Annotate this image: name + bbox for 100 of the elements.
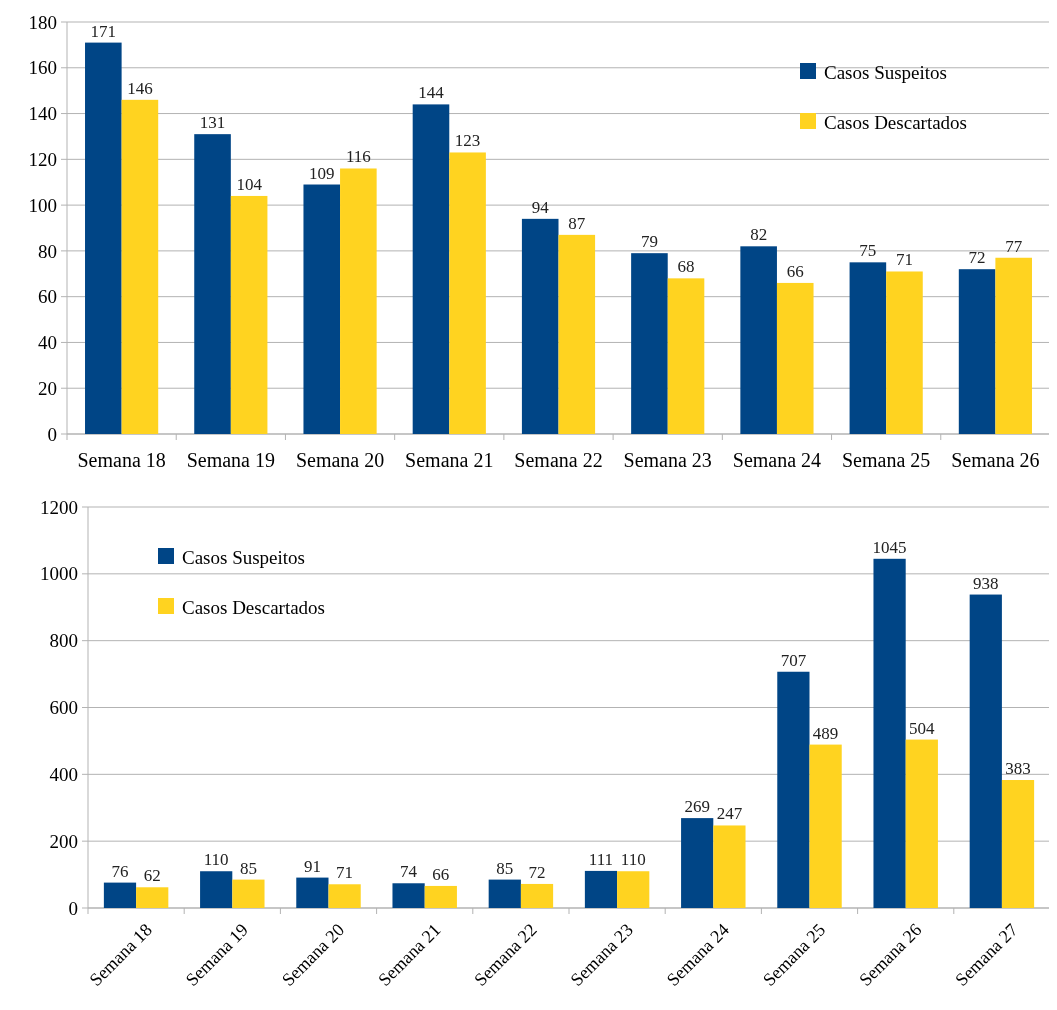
data-label: 66 [432,864,450,884]
y-tick-label: 200 [49,830,78,852]
bar [740,246,777,434]
x-tick-label: Semana 25 [842,449,931,471]
data-label: 123 [454,131,481,151]
y-tick-label: 0 [68,897,78,919]
y-tick-label: 140 [28,103,57,125]
bar [558,234,596,434]
bar [809,744,842,908]
data-label: 68 [677,257,695,277]
data-label: 94 [531,197,550,217]
data-label: 269 [684,797,710,817]
legend-label: Casos Descartados [182,596,325,618]
bar [958,269,996,434]
y-tick-label: 600 [49,697,78,719]
bar [303,184,341,434]
bar [232,879,265,908]
x-tick-label: Semana 26 [951,449,1040,471]
y-tick-label: 120 [28,148,57,170]
bar [85,42,122,434]
data-label: 76 [111,861,129,881]
y-tick-label: 160 [28,57,57,79]
bar [520,883,554,908]
data-label: 82 [750,225,768,245]
data-label: 72 [968,248,986,268]
y-tick-label: 180 [28,11,57,33]
y-tick-label: 20 [38,377,57,399]
bar [136,887,169,908]
data-label: 110 [620,850,646,870]
bar [631,253,668,434]
bar [194,134,231,434]
bar [1001,780,1035,908]
y-tick-label: 40 [38,332,57,354]
data-label: 71 [336,863,354,883]
data-label: 247 [716,804,743,824]
data-label: 104 [236,174,263,194]
bar [873,558,906,908]
data-label: 85 [496,858,514,878]
bar [340,168,377,434]
data-label: 91 [303,856,321,876]
x-tick-label: Semana 24 [732,449,822,471]
data-label: 110 [203,850,229,870]
legend-label: Casos Suspeitos [824,61,947,83]
bar [103,882,137,908]
data-label: 707 [780,650,807,670]
bar [886,271,923,434]
data-label: 116 [345,147,371,167]
data-label: 171 [90,21,117,41]
bar [776,282,814,434]
data-label: 144 [418,83,445,103]
bar [200,871,233,908]
bar [905,739,938,908]
data-label: 489 [812,723,839,743]
bar [296,877,329,908]
data-label: 1045 [872,537,907,557]
data-label: 109 [309,163,335,183]
bar [328,884,361,908]
bar [230,195,268,434]
data-label: 383 [1005,759,1031,779]
y-tick-label: 0 [47,423,57,445]
x-tick-label: Semana 22 [514,449,603,471]
x-tick-label: Semana 20 [295,449,385,471]
data-label: 111 [588,849,614,869]
x-tick-label: Semana 18 [77,449,166,471]
data-label: 146 [127,78,153,98]
data-label: 131 [199,113,226,133]
data-label: 66 [786,261,804,281]
data-label: 938 [973,573,999,593]
data-label: 72 [528,862,546,882]
bar [969,594,1002,908]
data-label: 79 [640,232,658,252]
bar [424,885,457,908]
y-tick-label: 800 [49,630,78,652]
bar [584,870,618,908]
bar [449,152,486,434]
legend-label: Casos Descartados [824,111,967,133]
data-label: 77 [1005,236,1023,256]
y-tick-label: 1000 [40,563,78,585]
bar [392,883,425,908]
x-tick-label: Semana 21 [405,449,494,471]
bar [617,871,650,908]
data-label: 504 [909,718,936,738]
x-tick-label: Semana 19 [186,449,275,471]
bar [777,671,810,908]
data-label: 85 [239,858,257,878]
data-label: 71 [895,250,913,270]
bar [667,278,705,434]
bar [412,104,450,434]
y-tick-label: 1200 [40,496,78,518]
bar [849,262,887,434]
bar [521,218,559,434]
legend-label: Casos Suspeitos [182,546,305,568]
x-tick-label: Semana 23 [623,449,712,471]
y-tick-label: 80 [38,240,57,262]
y-tick-label: 60 [38,286,57,308]
data-label: 62 [143,866,161,886]
bar [681,818,714,908]
data-label: 87 [568,213,586,233]
data-label: 74 [400,862,418,882]
bar [713,825,746,908]
